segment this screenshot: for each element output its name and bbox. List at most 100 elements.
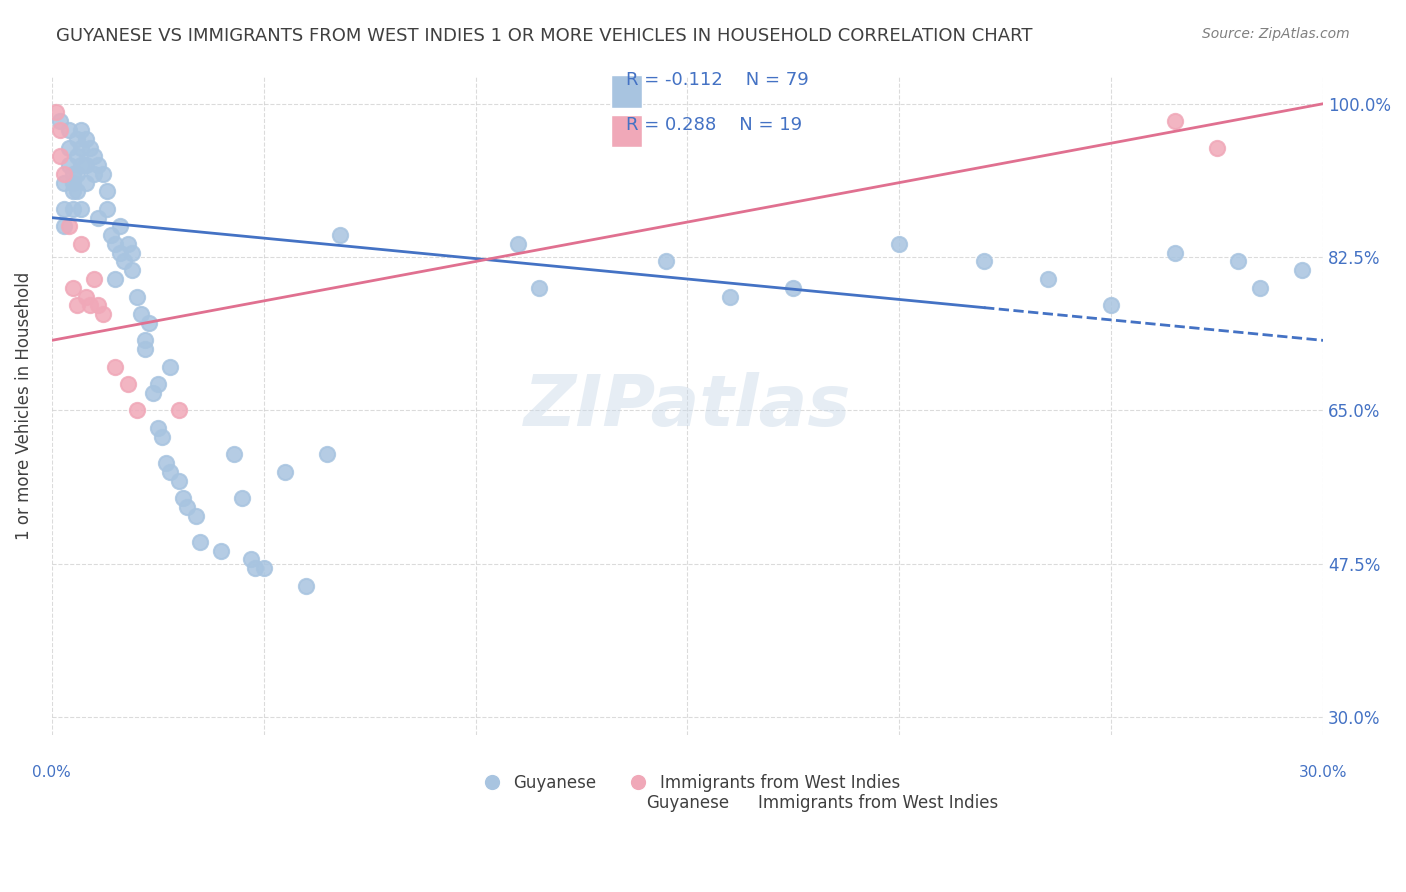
Point — [329, 228, 352, 243]
Point — [104, 359, 127, 374]
Point — [104, 236, 127, 251]
Point — [79, 140, 101, 154]
Point — [70, 236, 93, 251]
Point — [973, 254, 995, 268]
Point — [1099, 298, 1122, 312]
Point — [117, 236, 139, 251]
Point — [62, 167, 84, 181]
Point — [138, 316, 160, 330]
Point — [1291, 263, 1313, 277]
Point — [184, 508, 207, 523]
Point — [1164, 245, 1187, 260]
Point — [108, 219, 131, 234]
FancyBboxPatch shape — [610, 115, 641, 147]
Text: Source: ZipAtlas.com: Source: ZipAtlas.com — [1202, 27, 1350, 41]
Point — [58, 158, 80, 172]
Point — [167, 403, 190, 417]
Point — [66, 167, 89, 181]
Point — [1036, 272, 1059, 286]
Point — [66, 298, 89, 312]
Point — [53, 219, 76, 234]
Point — [655, 254, 678, 268]
FancyBboxPatch shape — [610, 76, 641, 108]
Point — [718, 289, 741, 303]
Point — [146, 421, 169, 435]
Point — [70, 123, 93, 137]
Point — [316, 447, 339, 461]
Point — [155, 456, 177, 470]
Point — [49, 123, 72, 137]
Text: GUYANESE VS IMMIGRANTS FROM WEST INDIES 1 OR MORE VEHICLES IN HOUSEHOLD CORRELAT: GUYANESE VS IMMIGRANTS FROM WEST INDIES … — [56, 27, 1033, 45]
Point — [62, 202, 84, 216]
Point — [176, 500, 198, 514]
Point — [295, 579, 318, 593]
Point — [62, 281, 84, 295]
Text: 0.0%: 0.0% — [32, 765, 72, 780]
Point — [58, 219, 80, 234]
Point — [142, 386, 165, 401]
Point — [66, 149, 89, 163]
Point — [159, 359, 181, 374]
Point — [172, 491, 194, 505]
Point — [45, 105, 67, 120]
Point — [62, 185, 84, 199]
Point — [53, 202, 76, 216]
Point — [889, 236, 911, 251]
Point — [58, 140, 80, 154]
Point — [209, 543, 232, 558]
Point — [506, 236, 529, 251]
Point — [108, 245, 131, 260]
Point — [134, 334, 156, 348]
Point — [53, 176, 76, 190]
Point — [222, 447, 245, 461]
Point — [96, 185, 118, 199]
Point — [1164, 114, 1187, 128]
Text: R = -0.112    N = 79: R = -0.112 N = 79 — [626, 71, 808, 89]
Point — [782, 281, 804, 295]
Point — [66, 132, 89, 146]
Point — [104, 272, 127, 286]
Point — [243, 561, 266, 575]
Point — [188, 535, 211, 549]
Point — [79, 298, 101, 312]
Text: 30.0%: 30.0% — [1299, 765, 1347, 780]
Point — [100, 228, 122, 243]
Point — [83, 149, 105, 163]
Point — [75, 176, 97, 190]
Point — [70, 158, 93, 172]
Point — [1249, 281, 1271, 295]
Point — [87, 158, 110, 172]
Point — [121, 263, 143, 277]
Text: R = 0.288    N = 19: R = 0.288 N = 19 — [626, 116, 801, 134]
Point — [53, 167, 76, 181]
Point — [239, 552, 262, 566]
Point — [1227, 254, 1250, 268]
Text: Guyanese: Guyanese — [645, 794, 728, 812]
Text: Immigrants from West Indies: Immigrants from West Indies — [758, 794, 998, 812]
Point — [62, 176, 84, 190]
Point — [96, 202, 118, 216]
Point — [1206, 140, 1229, 154]
Point — [129, 307, 152, 321]
Point — [70, 202, 93, 216]
Point — [112, 254, 135, 268]
Point — [121, 245, 143, 260]
Point — [231, 491, 253, 505]
Point — [274, 465, 297, 479]
Point — [83, 272, 105, 286]
Point — [49, 149, 72, 163]
Point — [70, 140, 93, 154]
Point — [75, 158, 97, 172]
Y-axis label: 1 or more Vehicles in Household: 1 or more Vehicles in Household — [15, 272, 32, 541]
Point — [125, 403, 148, 417]
Point — [87, 298, 110, 312]
Point — [83, 167, 105, 181]
Point — [91, 167, 114, 181]
Point — [150, 430, 173, 444]
Point — [75, 289, 97, 303]
Point — [75, 132, 97, 146]
Point — [159, 465, 181, 479]
Point — [125, 289, 148, 303]
Text: ZIPatlas: ZIPatlas — [524, 372, 851, 441]
Point — [87, 211, 110, 225]
